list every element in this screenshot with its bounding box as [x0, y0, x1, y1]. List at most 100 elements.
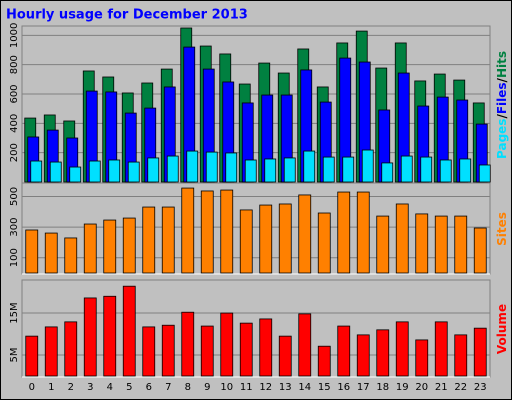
bar [25, 335, 39, 377]
bar [122, 217, 136, 274]
y-tick-label: 300 [9, 218, 20, 237]
bar [30, 160, 43, 183]
x-tick-label: 0 [29, 382, 35, 393]
x-tick-label: 6 [146, 382, 152, 393]
bar [108, 159, 121, 183]
y-tick-label: 800 [9, 55, 20, 74]
bar [298, 194, 312, 274]
bar [225, 152, 238, 183]
bar [239, 322, 253, 377]
bar [434, 321, 448, 377]
bar [44, 326, 58, 377]
x-tick-label: 5 [126, 382, 132, 393]
legend-entry: Hits [495, 51, 509, 78]
bar [259, 204, 273, 274]
bar [88, 160, 101, 183]
bar [181, 311, 195, 377]
x-tick-label: 4 [107, 382, 113, 393]
bar [361, 149, 374, 183]
bar [264, 158, 277, 183]
bar [220, 189, 234, 274]
x-tick-label: 14 [298, 382, 311, 393]
bar [244, 159, 257, 183]
bar [239, 209, 253, 274]
y-tick-label: 5M [9, 348, 20, 363]
bar [376, 215, 390, 274]
x-tick-label: 13 [279, 382, 292, 393]
bar [473, 227, 487, 274]
x-tick-label: 21 [435, 382, 448, 393]
legend-separator: / [495, 77, 509, 82]
y-tick-label: 200 [9, 143, 20, 162]
bar [322, 156, 335, 183]
y-tick-label: 600 [9, 84, 20, 103]
bar [400, 155, 413, 183]
bar [205, 151, 218, 183]
x-tick-label: 16 [337, 382, 350, 393]
bar [342, 156, 355, 183]
bar [166, 155, 179, 183]
x-tick-label: 2 [68, 382, 74, 393]
bar [298, 313, 312, 377]
side-label: Pages/Files/Hits [495, 51, 509, 159]
bar [478, 164, 491, 183]
bar [278, 203, 292, 274]
bar [381, 162, 394, 183]
legend-entry: Volume [495, 304, 509, 354]
bar [415, 339, 429, 377]
bar [454, 334, 468, 377]
x-tick-label: 23 [474, 382, 487, 393]
legend-separator: / [495, 114, 509, 119]
x-tick-label: 20 [415, 382, 428, 393]
x-tick-label: 18 [376, 382, 389, 393]
bar [303, 150, 316, 183]
bar [317, 345, 331, 377]
panel [21, 182, 491, 275]
y-tick-label: 1000 [9, 23, 20, 48]
x-tick-label: 8 [185, 382, 191, 393]
x-tick-label: 19 [396, 382, 409, 393]
x-tick-label: 17 [357, 382, 370, 393]
bar [356, 334, 370, 377]
x-tick-label: 3 [87, 382, 93, 393]
bar [161, 324, 175, 377]
bar [181, 187, 195, 274]
side-label: Sites [495, 212, 509, 246]
bar [356, 191, 370, 274]
bar [44, 232, 58, 274]
x-tick-label: 10 [220, 382, 233, 393]
panel [21, 279, 491, 378]
x-tick-label: 15 [318, 382, 331, 393]
bar [220, 312, 234, 377]
bar [25, 229, 39, 274]
bar [420, 156, 433, 183]
bar [69, 166, 82, 183]
bar [473, 327, 487, 377]
x-tick-label: 9 [204, 382, 210, 393]
chart-title: Hourly usage for December 2013 [6, 8, 248, 23]
bar [439, 159, 452, 183]
bar [83, 297, 97, 377]
bar [376, 329, 390, 377]
x-tick-label: 12 [259, 382, 272, 393]
bar [83, 223, 97, 274]
side-label: Volume [495, 304, 509, 354]
bar [127, 161, 140, 183]
bar [64, 237, 78, 274]
bar [454, 215, 468, 274]
bar [259, 318, 273, 377]
bar [103, 295, 117, 377]
bar [103, 219, 117, 274]
y-tick-label: 15M [9, 302, 20, 323]
bar [415, 213, 429, 274]
legend-entry: Pages [495, 119, 509, 159]
x-tick-label: 22 [454, 382, 467, 393]
bar [434, 215, 448, 274]
legend-entry: Files [495, 82, 509, 114]
bar [395, 321, 409, 377]
bar [186, 150, 199, 183]
bar [283, 157, 296, 183]
bar [278, 335, 292, 377]
bar [200, 190, 214, 274]
